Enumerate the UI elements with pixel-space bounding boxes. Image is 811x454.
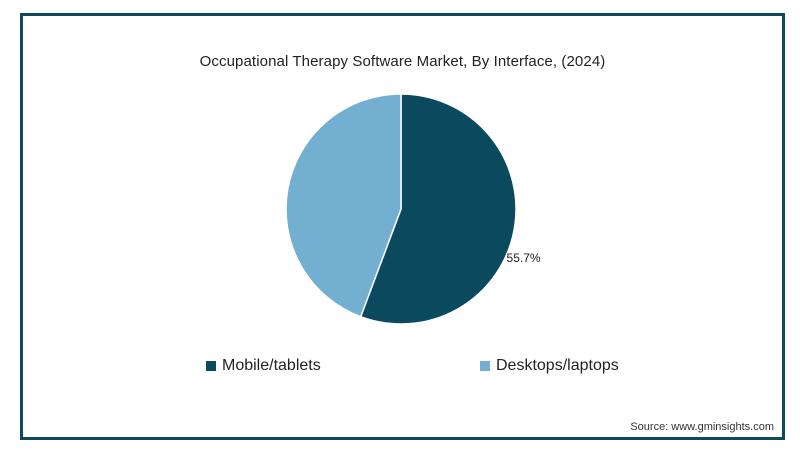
pie-slice-desktops-laptops [285,93,402,318]
legend-item-desktops-laptops: Desktops/laptops [480,357,619,375]
legend-item-mobile-tablets: Mobile/tablets [206,357,321,375]
data-label-mobile-tablets: 55.7% [507,251,541,265]
legend-label-mobile-tablets: Mobile/tablets [222,357,321,374]
source-note: Source: www.gminsights.com [630,421,774,433]
pie-slice-mobile-tablets [359,93,517,325]
legend-swatch-desktops-laptops [480,361,490,371]
chart-legend: Mobile/tablets Desktops/laptops [23,357,782,381]
pie-chart: 55.7% [285,93,541,325]
legend-label-desktops-laptops: Desktops/laptops [496,357,619,374]
chart-title: Occupational Therapy Software Market, By… [199,53,606,70]
chart-frame: Occupational Therapy Software Market, By… [20,13,785,440]
legend-swatch-mobile-tablets [206,361,216,371]
